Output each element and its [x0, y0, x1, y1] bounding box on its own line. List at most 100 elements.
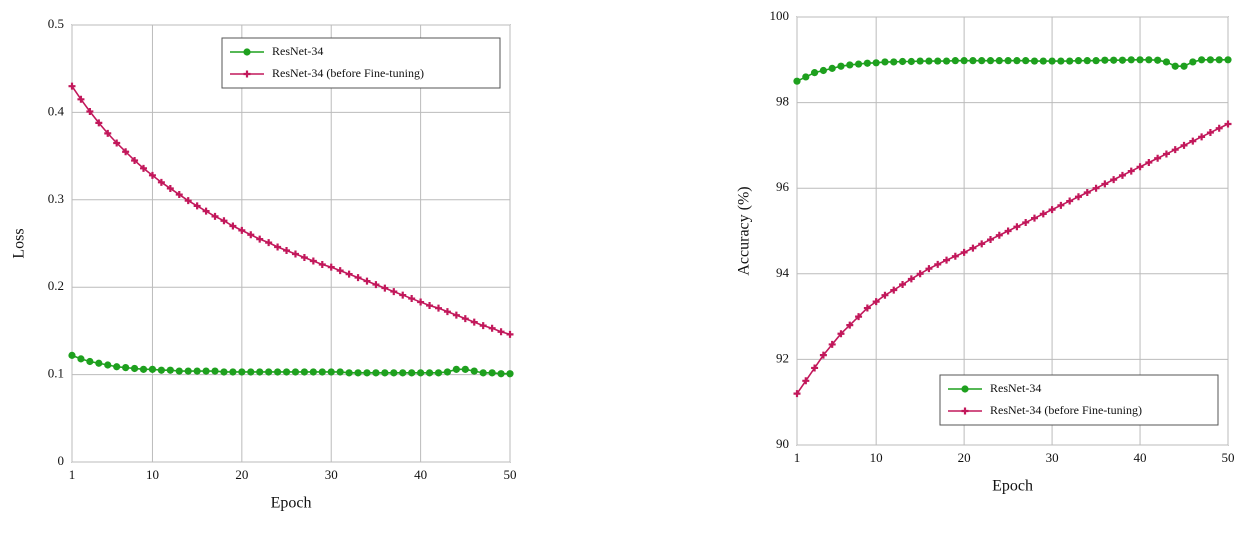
marker: [1022, 218, 1030, 226]
x-tick-label: 1: [69, 467, 76, 482]
marker: [229, 222, 237, 230]
marker: [1206, 56, 1215, 64]
marker: [247, 231, 255, 239]
marker: [1136, 56, 1144, 64]
marker: [1074, 57, 1083, 65]
marker: [951, 252, 959, 260]
marker: [77, 95, 85, 103]
x-tick-label: 10: [146, 467, 159, 482]
y-tick-label: 98: [776, 94, 789, 109]
marker: [86, 108, 94, 116]
marker: [934, 260, 942, 268]
marker: [238, 226, 246, 234]
marker: [148, 171, 156, 179]
marker: [1136, 163, 1144, 171]
marker: [907, 275, 915, 283]
marker: [1004, 57, 1012, 65]
marker: [470, 318, 478, 326]
x-tick-label: 40: [414, 467, 427, 482]
marker: [265, 368, 273, 376]
x-tick-label: 40: [1134, 450, 1147, 465]
marker: [229, 368, 237, 376]
marker: [1074, 193, 1082, 201]
marker: [68, 82, 76, 90]
legend-box: [221, 37, 501, 89]
marker: [417, 369, 425, 377]
marker: [274, 243, 282, 251]
marker: [1154, 154, 1162, 162]
plot-frame: [71, 24, 511, 463]
marker: [1110, 176, 1118, 184]
marker: [978, 240, 986, 248]
marker: [916, 57, 924, 65]
marker: [961, 407, 969, 415]
marker: [417, 298, 425, 306]
marker: [1092, 57, 1100, 65]
marker: [1110, 56, 1118, 64]
marker: [243, 70, 251, 78]
marker: [907, 57, 915, 66]
marker: [1180, 141, 1188, 149]
marker: [1145, 56, 1153, 64]
marker: [113, 139, 121, 147]
marker: [942, 57, 951, 65]
marker: [202, 367, 210, 375]
marker: [184, 367, 192, 375]
marker: [122, 148, 130, 156]
marker: [1057, 201, 1065, 209]
marker: [925, 265, 933, 273]
marker: [819, 66, 827, 75]
marker: [846, 321, 854, 329]
marker: [969, 57, 977, 65]
marker: [863, 304, 871, 312]
y-tick-label: 90: [776, 436, 789, 451]
marker: [363, 277, 371, 285]
x-tick-label: 50: [1222, 450, 1235, 465]
y-tick-label: 0.5: [48, 16, 64, 31]
marker: [1066, 57, 1074, 65]
marker: [247, 368, 255, 376]
marker: [943, 256, 951, 264]
marker: [372, 369, 380, 377]
x-tick-label: 1: [794, 450, 801, 465]
marker: [1206, 129, 1214, 137]
marker: [318, 260, 326, 268]
marker: [381, 369, 389, 377]
marker: [95, 119, 103, 127]
marker: [157, 366, 165, 374]
y-tick-label: 92: [776, 350, 789, 365]
marker: [202, 207, 210, 215]
marker: [1101, 180, 1109, 188]
marker: [104, 361, 112, 369]
marker: [452, 311, 460, 319]
marker: [354, 369, 362, 377]
marker: [488, 369, 496, 377]
x-tick-label: 30: [325, 467, 338, 482]
marker: [372, 281, 380, 289]
marker: [443, 368, 452, 376]
marker: [506, 370, 514, 378]
marker: [1039, 210, 1047, 218]
marker: [425, 369, 434, 377]
marker: [934, 57, 942, 65]
marker: [828, 64, 836, 72]
marker: [345, 369, 353, 377]
marker: [828, 340, 836, 348]
marker: [1013, 57, 1021, 65]
marker: [819, 351, 827, 359]
marker: [1162, 150, 1170, 158]
y-tick-label: 0.4: [48, 103, 65, 118]
marker: [434, 369, 443, 377]
marker: [408, 295, 416, 303]
x-tick-label: 10: [870, 450, 883, 465]
marker: [1127, 56, 1135, 64]
marker: [802, 377, 810, 385]
y-tick-label: 94: [776, 265, 790, 280]
marker: [131, 156, 139, 164]
marker: [399, 291, 407, 299]
marker: [238, 368, 246, 376]
x-tick-label: 30: [1046, 450, 1059, 465]
marker: [872, 298, 880, 306]
marker: [1101, 56, 1109, 64]
marker: [1083, 57, 1091, 65]
